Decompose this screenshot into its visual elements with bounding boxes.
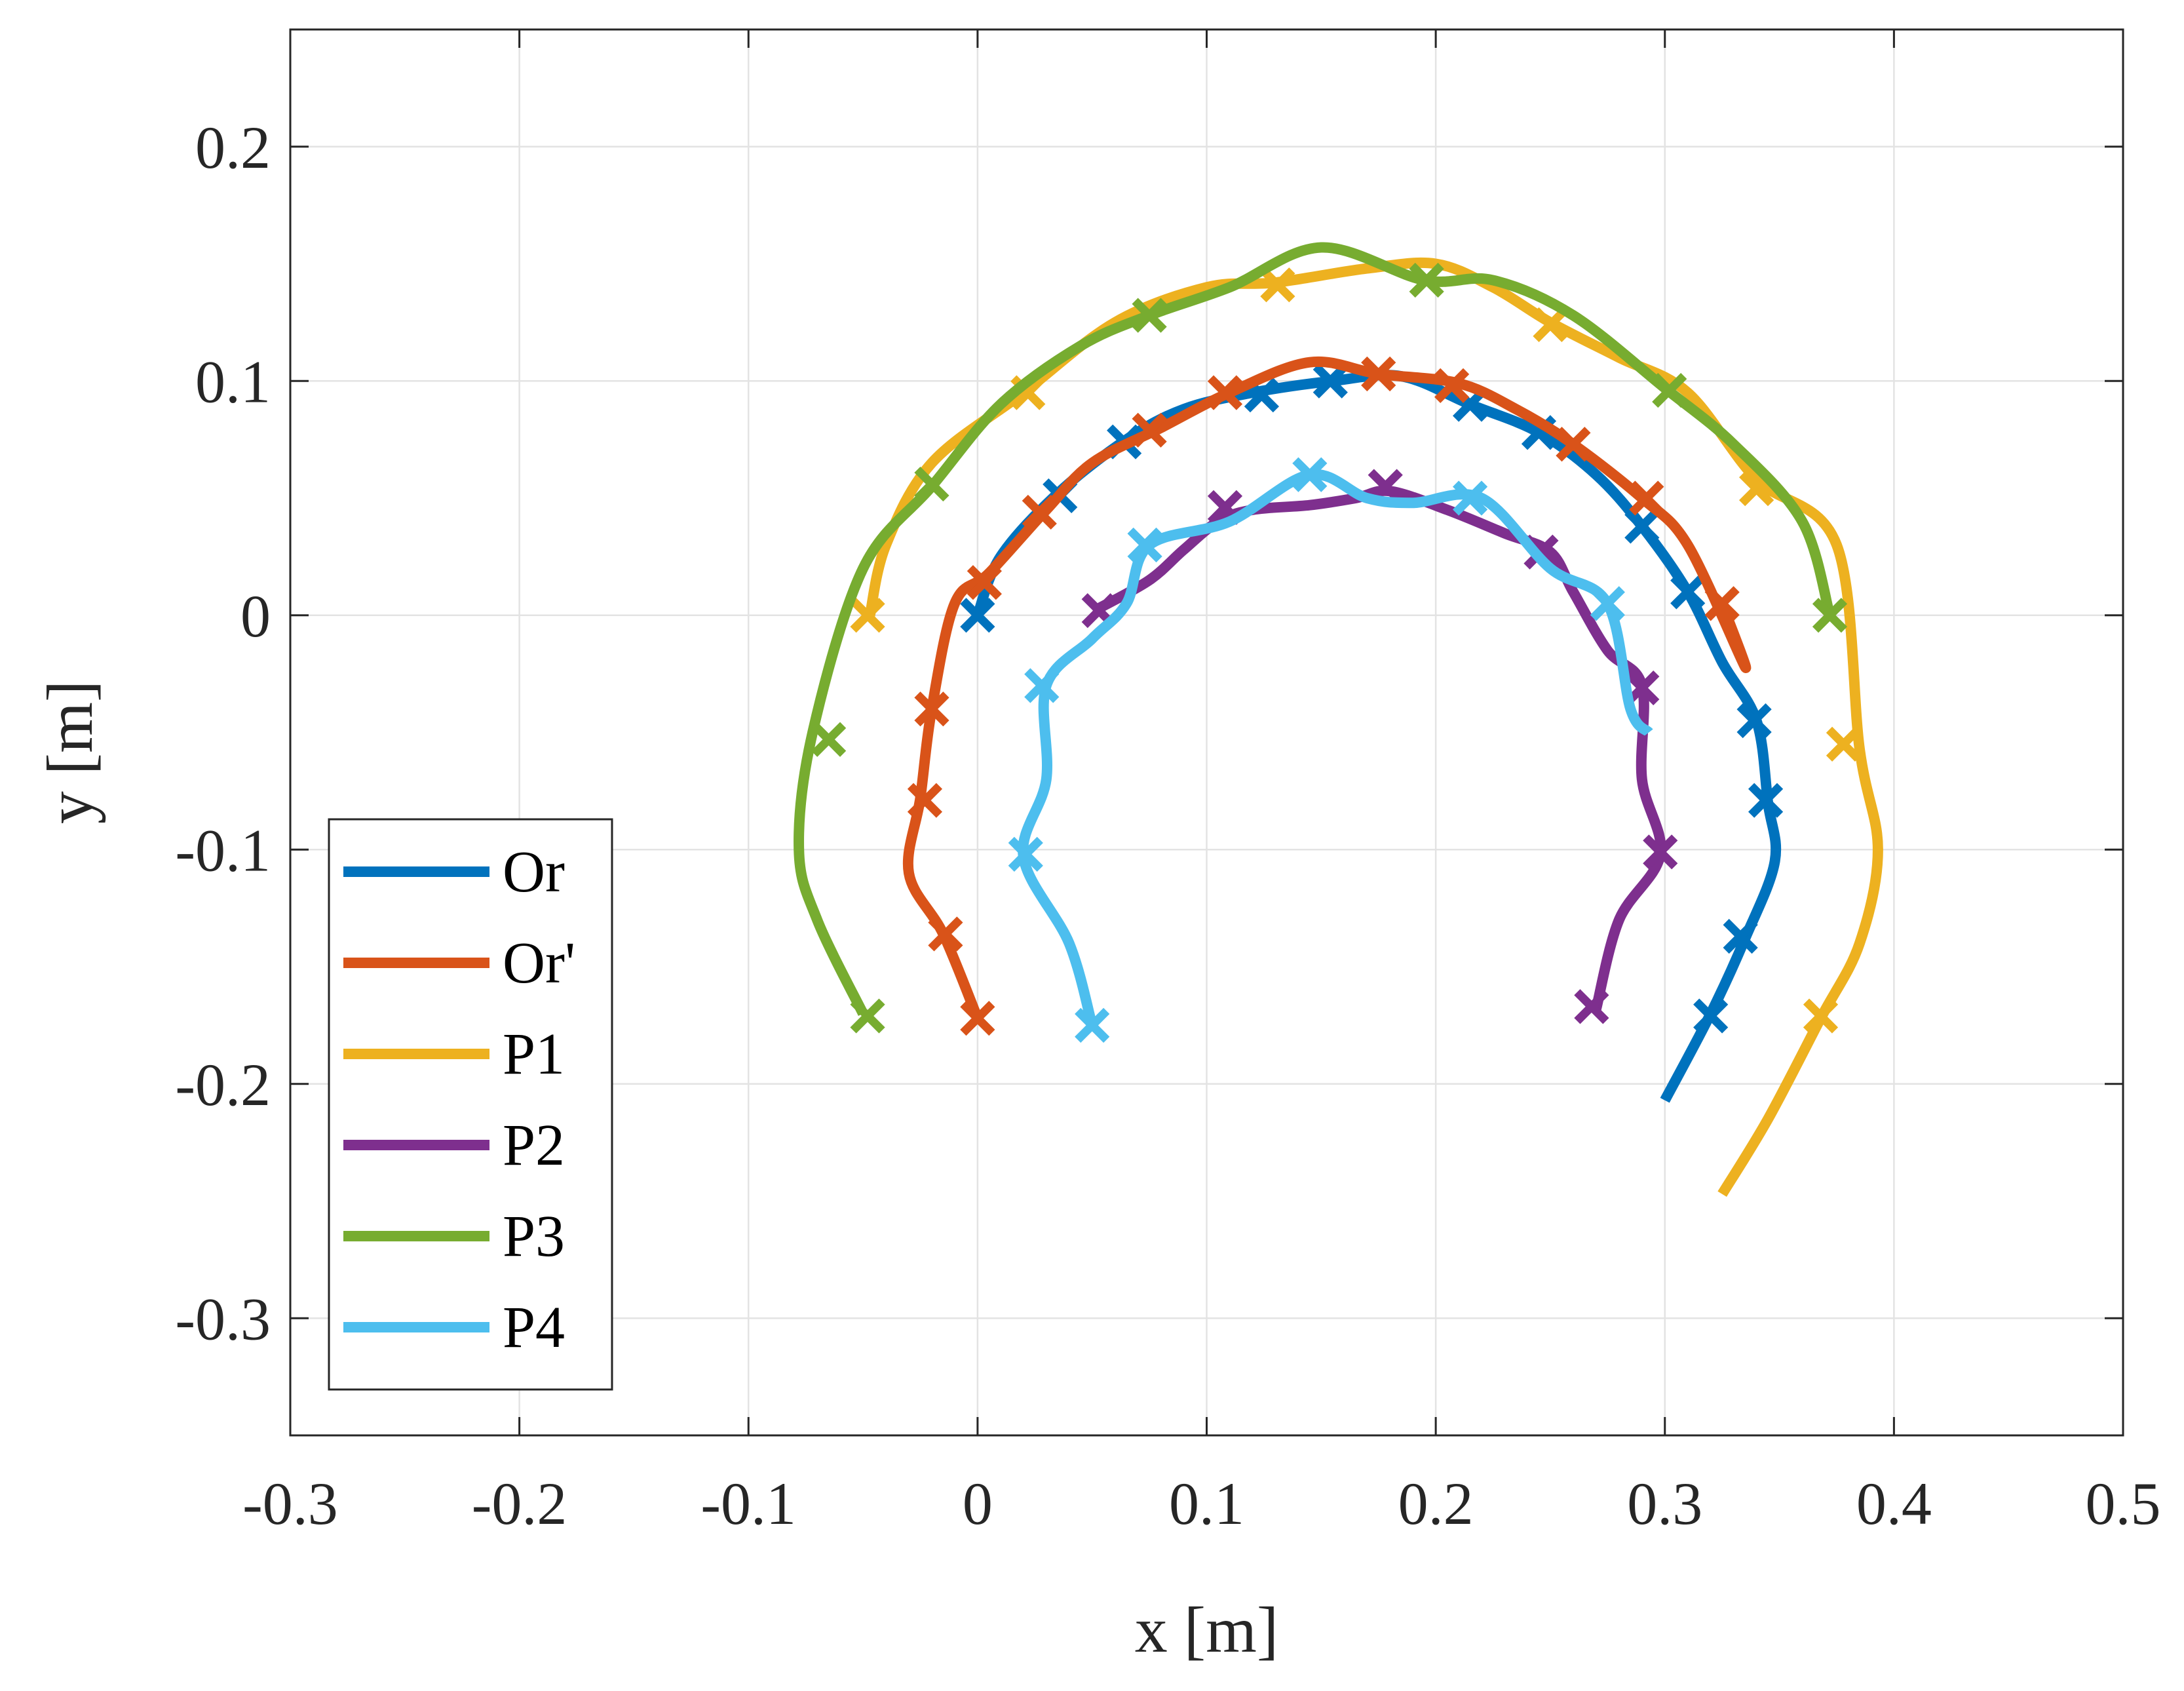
series-p3 bbox=[794, 242, 1848, 1034]
series-or-marker bbox=[1736, 703, 1772, 739]
series-or-marker bbox=[1207, 375, 1243, 410]
x-tick-label: -0.2 bbox=[472, 1470, 567, 1537]
legend-label-p2: P2 bbox=[503, 1113, 565, 1178]
series-p4-marker bbox=[1127, 527, 1162, 563]
series-layer bbox=[794, 242, 1883, 1197]
legend-box bbox=[328, 818, 613, 1391]
series-p1-marker bbox=[1533, 307, 1568, 343]
series-or-marker bbox=[960, 1001, 995, 1036]
series-or-marker bbox=[1629, 480, 1664, 516]
series-p2-marker bbox=[1574, 989, 1609, 1024]
series-p3-marker bbox=[1652, 372, 1687, 408]
series-or-marker bbox=[1312, 363, 1348, 398]
series-or-marker bbox=[960, 598, 995, 633]
series-or-marker bbox=[1361, 356, 1396, 392]
y-tick-label: -0.3 bbox=[175, 1285, 271, 1352]
x-tick-label: 0 bbox=[963, 1470, 993, 1537]
series-p3-marker bbox=[1132, 298, 1167, 333]
legend: Or Or' P1 P2 P3 P4 bbox=[328, 818, 613, 1391]
series-p4 bbox=[1008, 457, 1653, 1043]
y-axis-label: y [m] bbox=[33, 680, 106, 824]
series-or-marker bbox=[1132, 412, 1167, 448]
series-p4-marker bbox=[1452, 480, 1488, 516]
x-tick-label: -0.1 bbox=[700, 1470, 796, 1537]
series-p1-marker bbox=[1803, 998, 1839, 1034]
x-tick-label: 0.1 bbox=[1169, 1470, 1244, 1537]
series-or-marker bbox=[914, 691, 949, 727]
series-or-marker bbox=[967, 565, 1002, 600]
axis-ticks: -0.3 -0.2 -0.1 0 0.1 0.2 0.3 0.4 0.5 -0.3 -0.2 -0.1… bbox=[175, 29, 2161, 1537]
series-p3-marker bbox=[914, 466, 949, 502]
series-or-marker bbox=[1723, 918, 1758, 954]
x-axis-label: x [m] bbox=[1135, 1593, 1278, 1666]
x-tick-label: 0.3 bbox=[1627, 1470, 1702, 1537]
series-p2-marker bbox=[1643, 834, 1678, 870]
x-tick-label: 0.5 bbox=[2086, 1470, 2161, 1537]
legend-label-or: Or bbox=[503, 840, 565, 904]
series-p3-marker bbox=[1812, 598, 1848, 633]
y-tick-label: 0.1 bbox=[195, 348, 271, 415]
series-or bbox=[902, 356, 1752, 1036]
legend-label-p3: P3 bbox=[503, 1204, 565, 1269]
series-p4-marker bbox=[1024, 668, 1060, 703]
series-or-marker bbox=[1556, 427, 1591, 462]
y-tick-label: -0.2 bbox=[175, 1051, 271, 1118]
series-or-marker bbox=[1434, 368, 1470, 403]
x-tick-label: -0.3 bbox=[242, 1470, 338, 1537]
series-p4-marker bbox=[1292, 457, 1328, 492]
series-p1-marker bbox=[1826, 726, 1862, 762]
series-p3-marker bbox=[811, 722, 847, 757]
x-tick-label: 0.2 bbox=[1398, 1470, 1474, 1537]
y-tick-label: 0.2 bbox=[195, 114, 271, 181]
series-p3-marker bbox=[1409, 262, 1444, 298]
legend-label-p1: P1 bbox=[503, 1022, 565, 1087]
series-or bbox=[960, 363, 1784, 1103]
series-or-marker bbox=[1624, 509, 1660, 544]
x-tick-label: 0.4 bbox=[1856, 1470, 1932, 1537]
series-p4-marker bbox=[1075, 1007, 1110, 1043]
series-or-marker bbox=[1704, 586, 1740, 621]
series-p4-marker bbox=[1008, 836, 1043, 872]
series-p4-line bbox=[1018, 469, 1653, 1027]
y-tick-label: -0.1 bbox=[175, 817, 271, 884]
legend-label-or: Or' bbox=[503, 931, 575, 996]
series-or-marker bbox=[1748, 783, 1784, 818]
series-p4-marker bbox=[1590, 586, 1625, 621]
y-tick-label: 0 bbox=[240, 583, 271, 650]
series-or-marker bbox=[907, 783, 943, 818]
series-or-marker bbox=[1670, 574, 1706, 610]
legend-label-p4: P4 bbox=[503, 1295, 565, 1360]
series-p1-marker bbox=[850, 598, 885, 633]
series-p1-marker bbox=[1260, 267, 1295, 303]
series-or-marker bbox=[928, 916, 963, 952]
series-p3-marker bbox=[850, 998, 885, 1034]
series-or-marker bbox=[1693, 998, 1729, 1034]
series-or-marker bbox=[1022, 494, 1057, 530]
